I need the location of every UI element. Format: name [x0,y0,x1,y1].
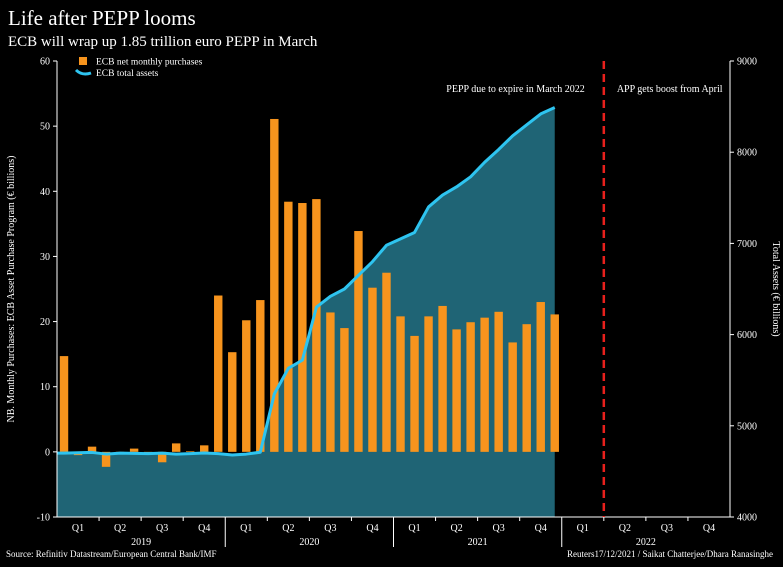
year-label: 2020 [299,537,319,548]
bar-2021-01 [396,316,405,452]
bar-2021-09 [508,342,517,452]
bar-2019-06 [129,448,139,452]
bar-2019-09 [171,443,181,452]
quarter-label: Q4 [535,523,547,534]
total-assets-line [57,106,556,457]
quarter-label: Q1 [408,523,420,534]
chart-title: Life after PEPP looms [8,6,196,30]
quarter-label: Q3 [493,523,505,534]
left-tick-label: 30 [40,252,50,263]
legend-line-label: ECB total assets [96,69,159,79]
left-axis-title: NB. Monthly Purchases: ECB Asset Purchas… [6,156,17,423]
bar-2021-06 [466,322,475,452]
right-axis-title: Total Assets (€ billions) [770,241,781,336]
left-tick-label: -10 [37,513,50,524]
left-tick-label: 40 [40,187,50,198]
legend-line-swatch [74,68,92,76]
quarter-label: Q3 [661,523,673,534]
quarter-label: Q3 [324,523,336,534]
quarter-label: Q4 [198,523,210,534]
bar-2021-11 [536,302,545,452]
quarter-label: Q2 [619,523,631,534]
legend-bar-label: ECB net monthly purchases [96,58,203,68]
year-label: 2019 [131,537,151,548]
chart-subtitle: ECB will wrap up 1.85 trillion euro PEPP… [8,34,318,50]
bar-2020-06 [298,203,307,452]
legend-bar-swatch [79,57,87,65]
right-tick-label: 5000 [737,421,757,432]
quarter-label: Q2 [114,523,126,534]
quarter-label: Q2 [282,523,294,534]
bar-2020-09 [340,328,349,452]
bar-2019-01 [59,356,69,452]
bar-2020-08 [326,312,335,452]
bar-2020-03 [256,300,265,452]
right-tick-label: 4000 [737,513,757,524]
bar-2019-10 [185,451,195,452]
year-label: 2022 [636,537,656,548]
annotation-layer: PEPP due to expire in March 2022 APP gets… [446,61,723,517]
right-tick-label: 7000 [737,239,757,250]
line-layer [57,106,556,457]
bar-2021-02 [410,335,419,452]
bar-2019-11 [200,445,209,452]
left-tick-label: 10 [40,382,50,393]
quarter-label: Q4 [703,523,715,534]
bar-2020-05 [284,201,293,452]
right-tick-label: 9000 [737,57,757,68]
bar-2020-01 [228,352,237,452]
annotation-app: APP gets boost from April [617,84,723,95]
left-tick-label: 60 [40,57,50,68]
bar-2020-02 [242,320,251,452]
left-tick-label: 50 [40,122,50,133]
bar-2020-12 [382,272,391,452]
left-tick-label: 0 [45,447,50,458]
right-tick-label: 8000 [737,148,757,159]
bar-2020-04 [270,118,279,452]
bar-2019-12 [214,295,223,452]
bar-2020-10 [354,231,363,452]
quarter-label: Q1 [577,523,589,534]
bar-2021-12 [550,314,559,452]
axis-layer: -10 0 10 20 30 40 50 60 4000 5000 6000 7000 8000 9000… [6,57,781,549]
bar-2021-03 [424,316,433,452]
right-tick-label: 6000 [737,330,757,341]
left-tick-label: 20 [40,317,50,328]
credit-note: Reuters17/12/2021 / Saikat Chatterjee/Dh… [567,549,773,559]
bar-2021-08 [494,311,503,452]
bar-layer [59,118,559,467]
quarter-label: Q3 [156,523,168,534]
bar-2021-05 [452,329,461,452]
source-note: Source: Refinitiv Datastream/European Ce… [6,549,217,559]
bar-2019-04 [101,451,111,467]
bar-2020-11 [368,287,377,452]
quarter-label: Q1 [72,523,84,534]
bar-2019-03 [87,446,97,452]
quarter-label: Q1 [240,523,252,534]
quarter-label: Q4 [366,523,378,534]
bar-2021-04 [438,305,447,452]
bar-2019-08 [157,451,167,463]
bar-2021-10 [522,324,531,452]
bar-2020-07 [312,199,321,452]
annotation-pepp: PEPP due to expire in March 2022 [446,84,585,95]
quarter-label: Q2 [450,523,462,534]
year-label: 2021 [468,537,488,548]
bar-2021-07 [480,317,489,452]
